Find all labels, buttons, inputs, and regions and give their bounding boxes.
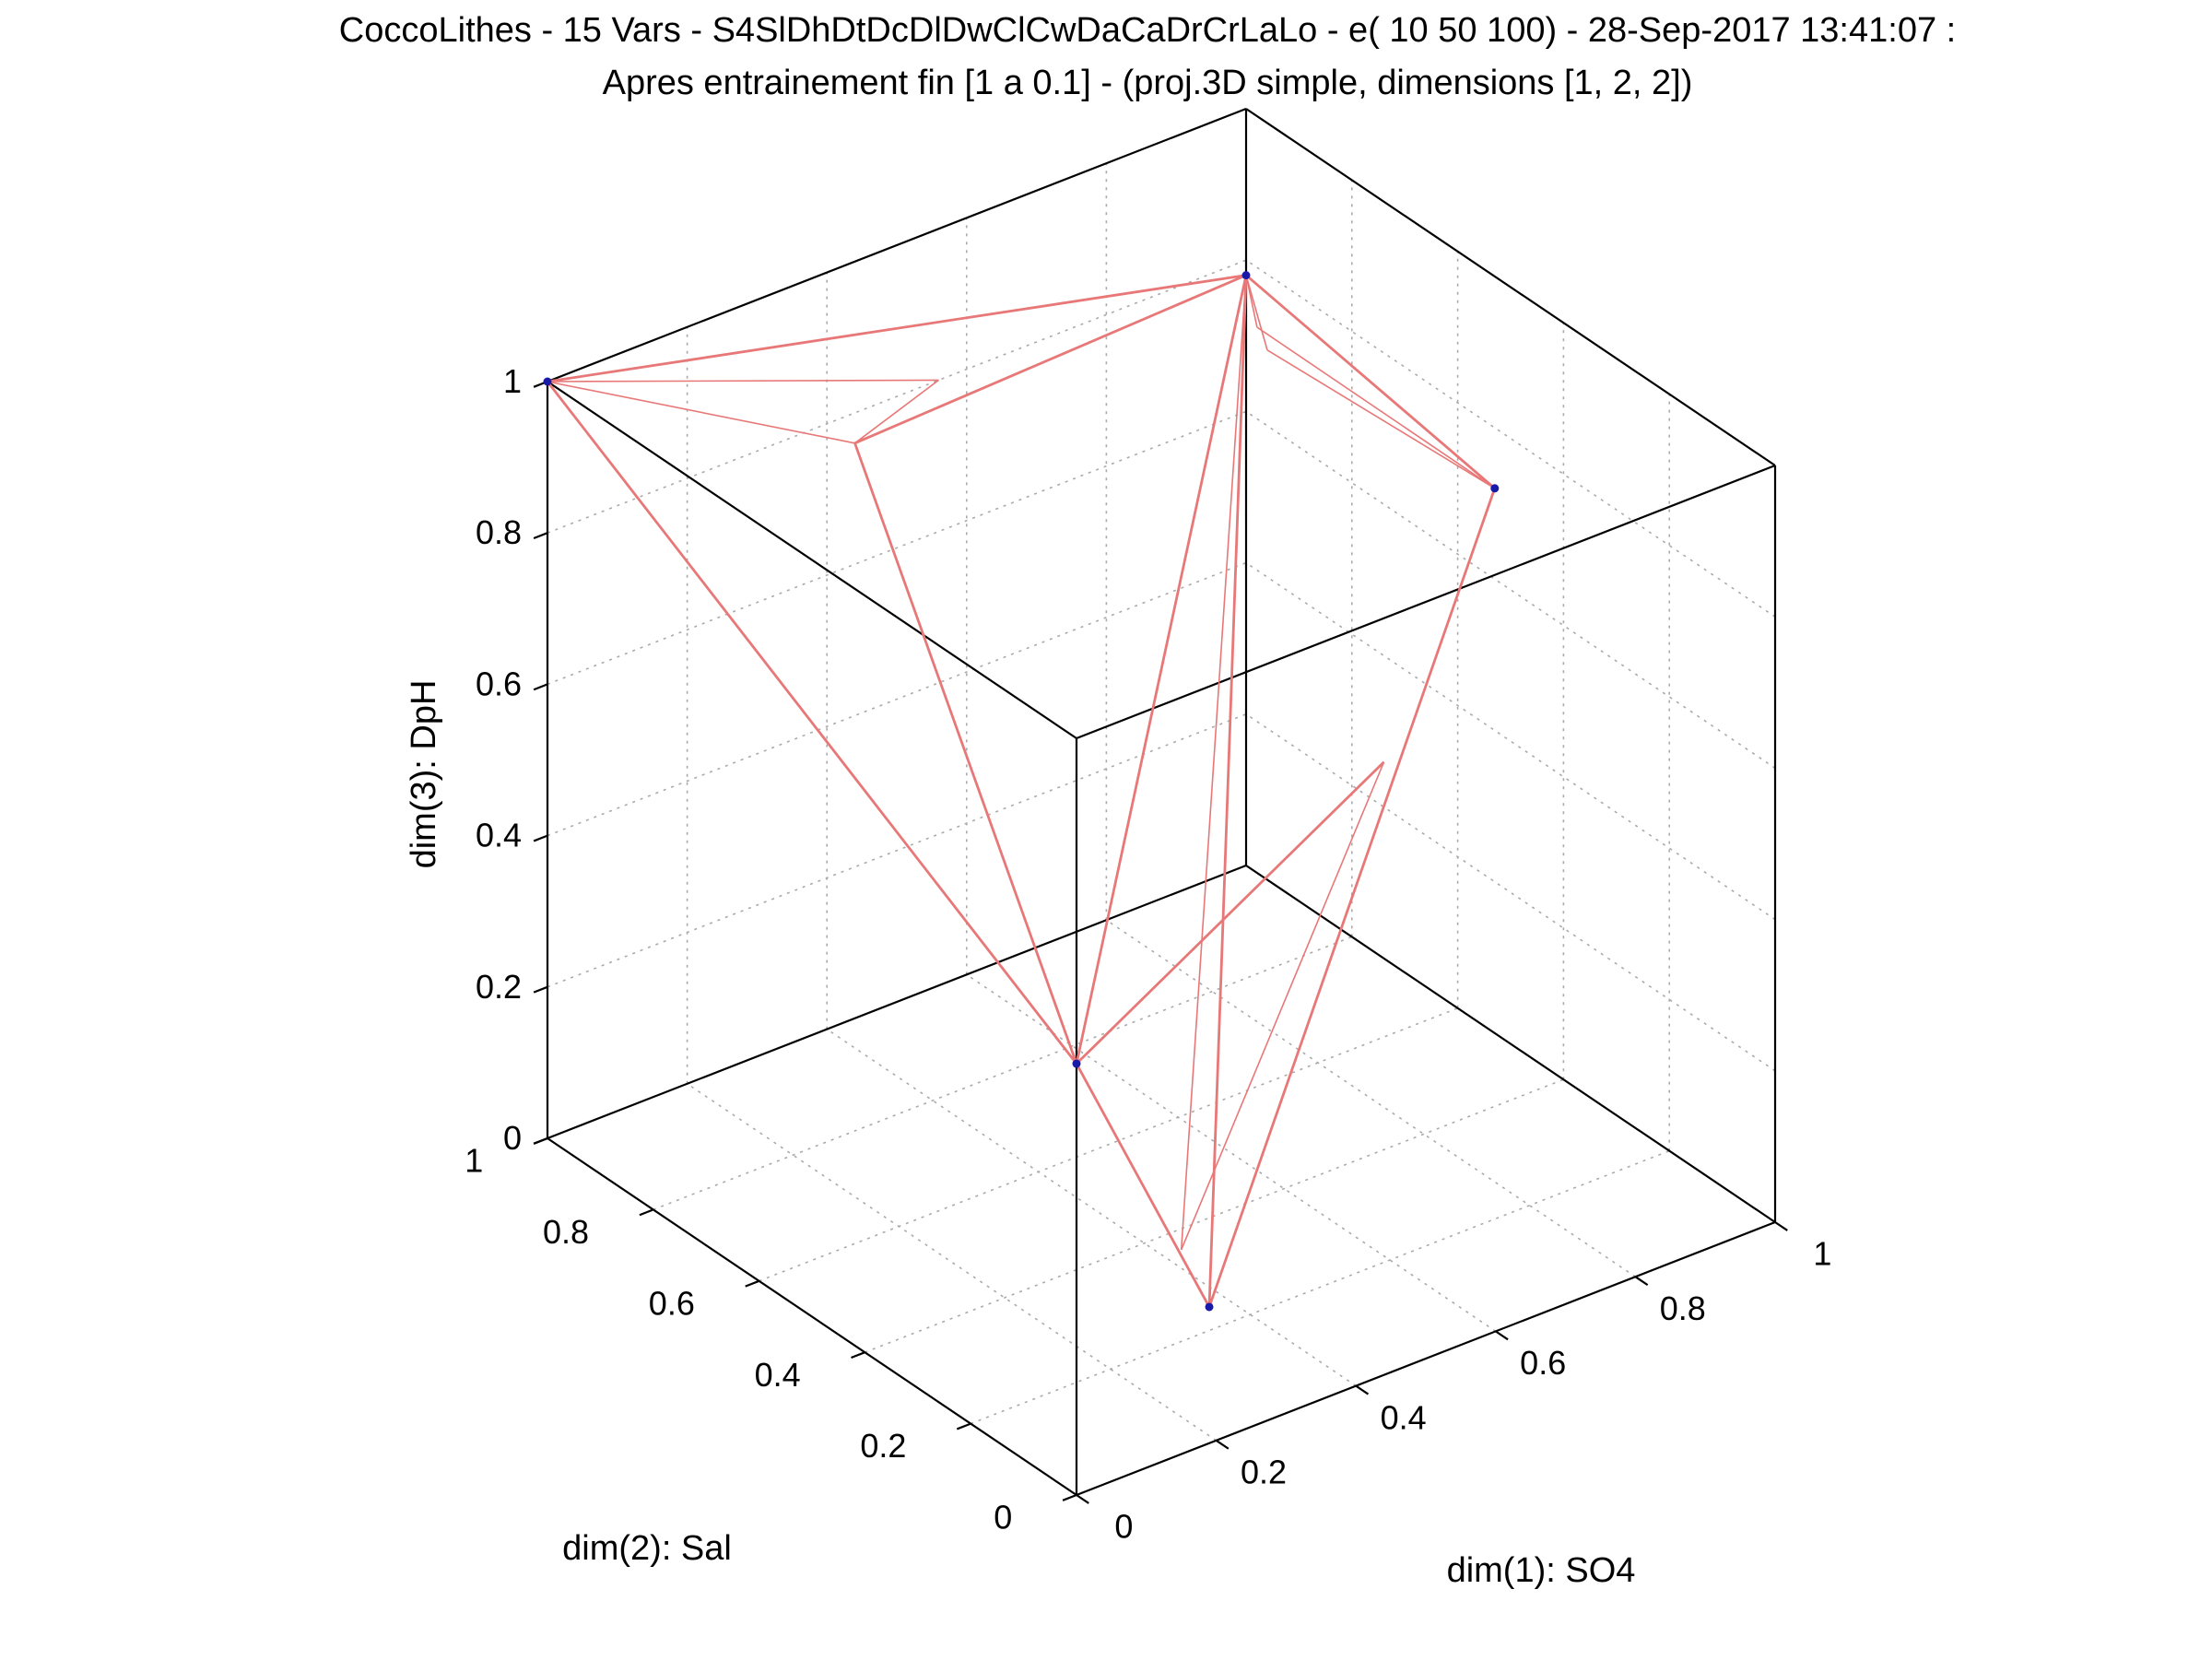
x-tick-label: 0.8 (1660, 1289, 1706, 1327)
chart-title-line-1: CoccoLithes - 15 Vars - S4SlDhDtDcDlDwCl… (339, 11, 1956, 50)
x-tick-label: 0.6 (1520, 1344, 1566, 1382)
x-tick-mark (1774, 1221, 1788, 1231)
x-tick-label: 1 (1813, 1235, 1831, 1273)
network-edge-n4-a4 (1256, 326, 1496, 489)
z-tick-label: 0 (503, 1119, 522, 1157)
y-tick-mark (639, 1208, 654, 1217)
y-tick-mark (851, 1351, 865, 1360)
network-edge-n1-n3 (1075, 1063, 1211, 1308)
y-tick-mark (956, 1422, 971, 1430)
x-tick-mark (1215, 1439, 1230, 1450)
axis-ticks: 00.20.40.60.8100.20.40.60.8100.20.40.60.… (465, 362, 1831, 1546)
z-axis-label: dim(3): DpH (405, 680, 443, 869)
x-tick-mark (1355, 1384, 1370, 1395)
box-edge (547, 381, 1077, 739)
network-edge-n0-a1 (547, 379, 939, 383)
box-edge (547, 107, 1247, 383)
z-tick-label: 0.2 (476, 968, 522, 1006)
neuron-point-n3 (1205, 1302, 1214, 1312)
network-edge-a2-n1 (853, 442, 1078, 1065)
box-edge (547, 864, 1247, 1140)
z-tick-label: 0.8 (476, 513, 522, 551)
x-axis-label: dim(1): SO4 (1447, 1551, 1636, 1590)
z-tick-mark (533, 683, 548, 691)
network-edge-n0-n2 (547, 274, 1247, 383)
network-edge-n2-n3 (1207, 275, 1248, 1308)
grid-line-z-right-wall (1245, 713, 1776, 1072)
box-edge (1245, 865, 1776, 1223)
x-tick-mark (1495, 1330, 1509, 1341)
network-edge-n1-a5 (1076, 760, 1385, 1065)
x-tick-label: 0.2 (1241, 1453, 1287, 1490)
y-tick-label: 1 (465, 1142, 483, 1180)
z-tick-mark (533, 985, 548, 994)
grid-line-x-floor (1105, 919, 1636, 1277)
network-edge-a2-n2 (853, 274, 1247, 445)
box-edge (1076, 1220, 1776, 1497)
network-edge-a6-n4 (1266, 349, 1496, 489)
grid-line-z-back-wall (547, 561, 1247, 837)
z-tick-label: 0.6 (476, 665, 522, 702)
network-edge-n0-n1 (546, 381, 1078, 1065)
neuron-point-n1 (1072, 1059, 1081, 1068)
y-tick-mark (745, 1279, 760, 1288)
chart-title-line-2: Apres entrainement fin [1 a 0.1] - (proj… (603, 64, 1693, 102)
y-tick-label: 0.4 (755, 1356, 801, 1394)
box-edge (1076, 464, 1776, 740)
z-tick-mark (533, 532, 548, 540)
grid-line-y-floor (865, 1078, 1564, 1353)
grid-line-y-floor (970, 1149, 1670, 1425)
grid-line-z-right-wall (1245, 561, 1776, 921)
y-tick-label: 0 (994, 1499, 1012, 1536)
box-edge (1245, 108, 1776, 466)
network-edge-n2-n4 (1245, 274, 1496, 489)
network-edges (546, 274, 1497, 1308)
grid-line-x-floor (826, 1028, 1357, 1387)
x-tick-label: 0 (1114, 1508, 1133, 1546)
grid-line-z-right-wall (1245, 410, 1776, 770)
grid-line-z-back-wall (547, 259, 1247, 534)
neuron-point-n4 (1490, 484, 1500, 493)
grid-line-y-floor (759, 1007, 1458, 1282)
grid-line-z-back-wall (547, 410, 1247, 686)
z-tick-label: 0.4 (476, 817, 522, 854)
neuron-point-n0 (543, 377, 552, 386)
z-tick-label: 1 (503, 362, 522, 400)
grid-lines (547, 163, 1776, 1442)
grid-line-x-floor (687, 1083, 1218, 1442)
network-edge-n2-n1 (1075, 275, 1248, 1065)
axis-box (546, 107, 1777, 1497)
y-axis-label: dim(2): Sal (562, 1529, 732, 1568)
y-tick-label: 0.6 (649, 1284, 695, 1322)
network-edge-n4-n3 (1207, 488, 1497, 1308)
network-edge-a1-a2 (854, 379, 939, 444)
y-tick-label: 0.2 (860, 1427, 906, 1465)
z-tick-mark (533, 834, 548, 842)
grid-line-y-floor (653, 936, 1353, 1211)
network-edge-n2-a3 (1180, 275, 1247, 1250)
z-tick-mark (533, 1136, 548, 1145)
y-tick-label: 0.8 (543, 1213, 589, 1251)
network-edge-n0-a2 (547, 381, 855, 444)
box-edge (547, 1137, 1077, 1496)
neuron-point-n2 (1241, 271, 1251, 280)
network-edge-a3-a5 (1180, 761, 1385, 1251)
y-tick-mark (1062, 1493, 1077, 1501)
network-nodes (543, 271, 1500, 1312)
x-tick-label: 0.4 (1381, 1398, 1427, 1436)
x-tick-mark (1076, 1494, 1089, 1504)
x-tick-mark (1634, 1276, 1649, 1287)
grid-line-z-back-wall (547, 713, 1247, 988)
grid-line-z-right-wall (1245, 259, 1776, 618)
network-edge-n2-a6 (1245, 275, 1268, 350)
